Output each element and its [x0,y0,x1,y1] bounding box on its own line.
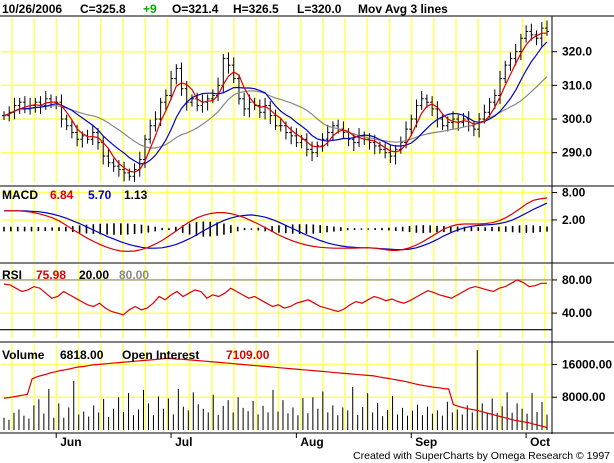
open-interest-line [3,357,548,429]
y-tick-label: 8.00 [562,186,586,200]
header-low: L=320.0 [297,2,342,16]
x-tick-label: Sep [415,435,437,449]
y-tick-label: 40.00 [562,306,592,320]
price-header: 10/26/2006 C=325.8 +9 O=321.4 H=326.5 L=… [2,2,448,16]
rsi-value: 75.98 [36,268,66,282]
rsi-header: RSI 75.98 20.00 80.00 [2,268,149,282]
y-tick-label: 80.00 [562,273,592,287]
y-tick-label: 16000.00 [562,357,612,371]
x-tick-label: Jul [175,435,192,449]
macd-signal-line [4,202,548,251]
open-interest-value: 7109.00 [226,348,270,362]
credit-text: Created with SuperCharts by Omega Resear… [353,450,610,462]
volume-pane [3,350,548,430]
volume-value: 6818.00 [60,348,104,362]
grid [1,18,552,430]
header-change: +9 [143,2,157,16]
x-tick-label: Oct [530,435,550,449]
header-high: H=326.5 [233,2,279,16]
rsi-line [3,279,547,316]
price-ma-slow [3,76,548,149]
macd-pane [3,197,548,253]
x-axis: Jun Jul Aug Sep Oct [55,433,550,449]
volume-header: Volume 6818.00 Open Interest 7109.00 [2,348,270,362]
macd-value: 6.84 [50,188,74,202]
price-ma-fast [3,32,547,173]
price-pane [2,20,549,182]
y-tick-label: 310.0 [562,78,592,92]
y-tick-label: 320.0 [562,45,592,59]
x-tick-label: Aug [300,435,323,449]
y-tick-label: 290.0 [562,146,592,160]
header-open: O=321.4 [172,2,219,16]
y-tick-label: 2.00 [562,213,586,227]
header-close: C=325.8 [80,2,126,16]
macd-signal-value: 5.70 [88,188,112,202]
macd-line [4,197,548,253]
macd-header: MACD 6.84 5.70 1.13 [2,188,148,202]
x-tick-label: Jun [60,435,81,449]
macd-label: MACD [2,188,38,202]
y-tick-label: 8000.00 [562,390,606,404]
header-date: 10/26/2006 [2,2,62,16]
rsi-lower-level: 20.00 [79,268,109,282]
open-interest-label: Open Interest [122,348,199,362]
price-ma-mid [3,41,548,165]
rsi-upper-level: 80.00 [119,268,149,282]
rsi-label: RSI [2,268,22,282]
pane-borders [0,15,614,434]
rsi-pane [0,279,552,331]
volume-label: Volume [2,348,45,362]
axis-ticks: 320.0 310.0 300.0 290.0 8.00 2.00 80.00 40.00 16… [552,45,612,404]
header-study: Mov Avg 3 lines [358,2,448,16]
macd-histogram-value: 1.13 [124,188,148,202]
y-tick-label: 300.0 [562,112,592,126]
